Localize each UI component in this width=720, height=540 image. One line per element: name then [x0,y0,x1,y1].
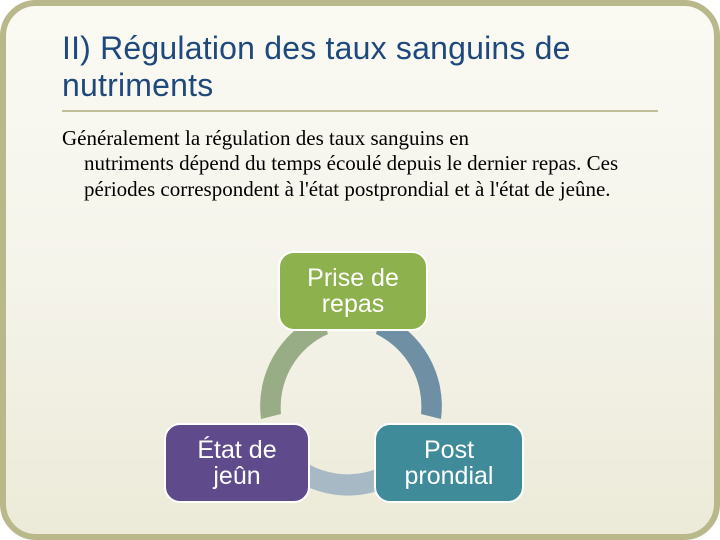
slide-title: II) Régulation des taux sanguins de nutr… [62,30,658,104]
slide: II) Régulation des taux sanguins de nutr… [0,0,720,540]
node-prise-de-repas: Prise de repas [278,251,428,331]
cycle-diagram: Prise de repas Post prondial État de jeû… [6,251,714,531]
body-text: Généralement la régulation des taux sang… [62,126,658,203]
node-label: État de jeûn [174,437,300,490]
node-etat-de-jeun: État de jeûn [164,423,310,503]
node-post-prondial: Post prondial [374,423,524,503]
node-label: Prise de repas [288,265,418,318]
title-underline [62,110,658,112]
body-rest: nutriments dépend du temps écoulé depuis… [62,151,658,202]
node-label: Post prondial [384,437,514,490]
body-first-line: Généralement la régulation des taux sang… [62,126,469,150]
